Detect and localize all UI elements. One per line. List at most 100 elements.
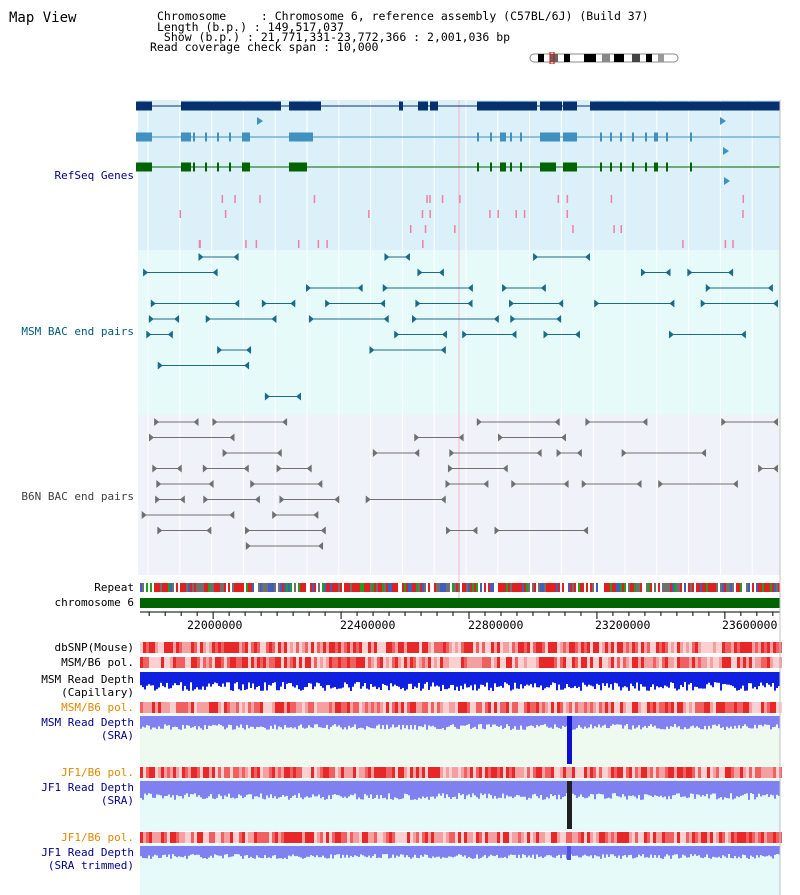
polymorphism-cell <box>281 657 284 668</box>
read-depth-bar <box>710 846 712 859</box>
polymorphism-cell <box>320 657 323 668</box>
polymorphism-cell <box>476 832 479 843</box>
read-depth-bar <box>574 716 576 730</box>
polymorphism-cell <box>335 657 338 668</box>
read-depth-bar <box>386 781 388 800</box>
gene-exon <box>540 132 560 142</box>
read-depth-bar <box>160 672 162 683</box>
gene-exon <box>563 132 577 142</box>
polymorphism-cell <box>530 702 533 713</box>
read-depth-bar <box>228 716 230 725</box>
read-depth-bar <box>300 716 302 725</box>
read-depth-bar <box>380 716 382 729</box>
read-depth-bar <box>466 716 468 725</box>
polymorphism-cell <box>599 767 602 778</box>
gene-exon <box>563 101 577 111</box>
polymorphism-cell <box>746 832 749 843</box>
read-depth-bar <box>340 672 342 689</box>
read-depth-bar <box>306 716 308 728</box>
read-depth-bar <box>424 716 426 725</box>
polymorphism-cell <box>548 767 551 778</box>
repeat-element <box>660 583 662 592</box>
read-depth-bar <box>734 846 736 857</box>
read-depth-bar <box>450 846 452 857</box>
read-depth-bar <box>152 716 154 728</box>
variant-mark <box>426 195 428 203</box>
polymorphism-cell <box>701 832 704 843</box>
polymorphism-cell <box>581 767 584 778</box>
repeat-element <box>318 583 320 592</box>
read-depth-bar <box>234 846 236 855</box>
read-depth-bar <box>746 846 748 858</box>
polymorphism-cell <box>269 657 272 668</box>
repeat-element <box>526 583 528 592</box>
read-depth-bar <box>704 781 706 797</box>
read-depth-bar <box>632 781 634 796</box>
repeat-element <box>162 583 164 592</box>
read-depth-bar <box>414 781 416 800</box>
read-depth-bar <box>268 846 270 858</box>
repeat-element <box>310 583 312 592</box>
polymorphism-cell <box>395 642 398 653</box>
polymorphism-cell <box>455 642 458 653</box>
repeat-element <box>286 583 288 592</box>
read-depth-bar <box>284 846 286 858</box>
msm-bac-pair-end <box>705 284 711 292</box>
refseq-genes-label[interactable]: RefSeq Genes <box>54 169 134 182</box>
read-depth-bar <box>766 781 768 795</box>
read-depth-bar <box>358 781 360 798</box>
polymorphism-cell <box>458 702 461 713</box>
chromosome-ideogram[interactable] <box>528 52 682 64</box>
repeat-label: Repeat <box>94 581 134 594</box>
read-depth-bar <box>634 846 636 858</box>
read-depth-bar <box>404 846 406 858</box>
read-depth-bar <box>458 716 460 730</box>
polymorphism-cell <box>557 657 560 668</box>
polymorphism-cell <box>440 642 443 653</box>
polymorphism-cell <box>278 767 281 778</box>
read-depth-bar <box>276 781 278 799</box>
polymorphism-cell <box>704 832 707 843</box>
read-depth-bar <box>218 846 220 856</box>
read-depth-bar <box>518 781 520 796</box>
read-depth-bar <box>270 846 272 859</box>
read-depth-bar <box>760 846 762 856</box>
read-depth-bar <box>576 716 578 728</box>
polymorphism-cell <box>647 832 650 843</box>
read-depth-bar <box>752 716 754 729</box>
polymorphism-cell <box>551 832 554 843</box>
read-depth-bar <box>142 846 144 859</box>
read-depth-bar <box>170 781 172 798</box>
polymorphism-cell <box>605 832 608 843</box>
repeat-element <box>292 583 294 592</box>
read-depth-bar <box>208 672 210 684</box>
read-depth-bar <box>226 781 228 797</box>
b6n-bac-label[interactable]: B6N BAC end pairs <box>21 490 134 503</box>
read-depth-bar <box>278 672 280 691</box>
repeat-element <box>466 583 468 592</box>
polymorphism-cell <box>236 642 239 653</box>
polymorphism-cell <box>734 642 737 653</box>
polymorphism-cell <box>365 767 368 778</box>
polymorphism-cell <box>602 657 605 668</box>
polymorphism-cell <box>506 702 509 713</box>
polymorphism-cell <box>275 657 278 668</box>
polymorphism-cell <box>257 702 260 713</box>
polymorphism-cell <box>188 702 191 713</box>
read-depth-bar <box>252 781 254 800</box>
read-depth-bar <box>594 846 596 856</box>
polymorphism-cell <box>500 657 503 668</box>
read-depth-bar <box>736 672 738 691</box>
polymorphism-cell <box>641 642 644 653</box>
read-depth-bar <box>412 846 414 858</box>
read-depth-bar <box>470 716 472 729</box>
read-depth-bar <box>364 846 366 857</box>
variant-mark <box>255 240 258 248</box>
read-depth-bar <box>564 781 566 797</box>
polymorphism-cell <box>185 767 188 778</box>
gene-exon <box>610 132 612 142</box>
read-depth-bar <box>428 716 430 726</box>
msm-bac-label[interactable]: MSM BAC end pairs <box>21 325 134 338</box>
polymorphism-cell <box>410 832 413 843</box>
msm-bac-pair-end <box>244 361 250 370</box>
